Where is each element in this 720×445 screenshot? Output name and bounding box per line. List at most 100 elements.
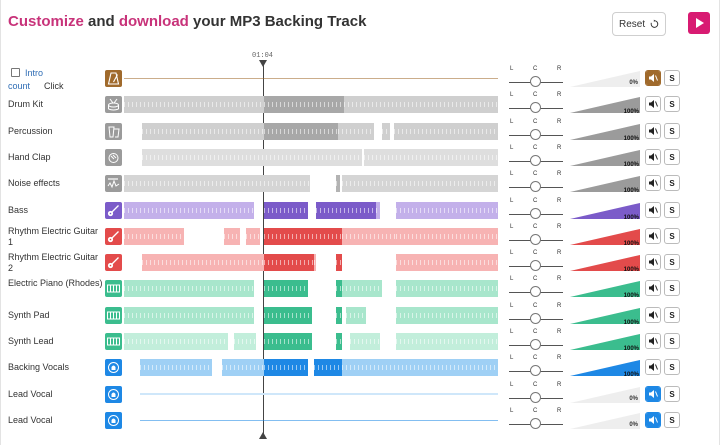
mute-button[interactable] [645, 123, 661, 139]
pan-knob[interactable] [530, 234, 541, 245]
solo-button[interactable]: S [664, 228, 680, 244]
intro-label[interactable]: Intro [25, 68, 44, 78]
solo-button[interactable]: S [664, 202, 680, 218]
solo-button[interactable]: S [664, 123, 680, 139]
mute-button[interactable] [645, 333, 661, 349]
solo-button[interactable]: S [664, 175, 680, 191]
track-waveform[interactable] [124, 359, 498, 376]
track-waveform[interactable] [124, 412, 498, 429]
track-row-bass: Bass L C R 100% S [0, 198, 720, 227]
track-waveform[interactable] [124, 202, 498, 219]
mute-button[interactable] [645, 228, 661, 244]
mute-button[interactable] [645, 70, 661, 86]
track-waveform[interactable] [124, 175, 498, 192]
pan-knob[interactable] [530, 260, 541, 271]
pan-knob[interactable] [530, 102, 541, 113]
volume-control[interactable]: 100% [570, 333, 640, 352]
keyboard-icon [105, 280, 122, 297]
solo-button[interactable]: S [664, 359, 680, 375]
guitar-icon [105, 254, 122, 271]
track-waveform[interactable] [124, 307, 498, 324]
mute-button[interactable] [645, 202, 661, 218]
volume-control[interactable]: 100% [570, 359, 640, 378]
pan-knob[interactable] [530, 155, 541, 166]
mute-button[interactable] [645, 280, 661, 296]
volume-control[interactable]: 100% [570, 307, 640, 326]
playhead-line[interactable] [263, 62, 264, 436]
track-waveform[interactable] [124, 386, 498, 403]
waveform-segment [124, 78, 498, 79]
solo-button[interactable]: S [664, 412, 680, 428]
play-button[interactable] [688, 12, 710, 34]
solo-button[interactable]: S [664, 96, 680, 112]
pan-knob[interactable] [530, 129, 541, 140]
track-waveform[interactable] [124, 96, 498, 113]
volume-control[interactable]: 0% [570, 70, 640, 88]
mute-button[interactable] [645, 307, 661, 323]
volume-control[interactable]: 0% [570, 412, 640, 430]
track-waveform[interactable] [124, 280, 498, 297]
waveform-segment [336, 228, 342, 245]
track-waveform[interactable] [124, 123, 498, 140]
solo-button[interactable]: S [664, 280, 680, 296]
volume-control[interactable]: 100% [570, 96, 640, 115]
solo-button[interactable]: S [664, 307, 680, 323]
volume-control[interactable]: 100% [570, 228, 640, 247]
track-waveform[interactable] [124, 70, 498, 87]
volume-percent: 100% [623, 215, 639, 221]
pan-knob[interactable] [530, 286, 541, 297]
mute-button[interactable] [645, 175, 661, 191]
pan-left-label: L [510, 224, 514, 230]
pan-knob[interactable] [530, 76, 541, 87]
track-waveform[interactable] [124, 228, 498, 245]
solo-button[interactable]: S [664, 70, 680, 86]
intro-count-label[interactable]: count [8, 81, 31, 91]
pan-knob[interactable] [530, 365, 541, 376]
mute-button[interactable] [645, 96, 661, 112]
track-waveform[interactable] [124, 254, 498, 271]
pan-knob[interactable] [530, 208, 541, 219]
solo-button[interactable]: S [664, 386, 680, 402]
pan-knob[interactable] [530, 181, 541, 192]
mute-button[interactable] [645, 386, 661, 402]
pan-right-label: R [557, 66, 562, 72]
volume-control[interactable]: 100% [570, 202, 640, 221]
solo-button[interactable]: S [664, 149, 680, 165]
volume-control[interactable]: 0% [570, 386, 640, 404]
volume-control[interactable]: 100% [570, 175, 640, 194]
mute-button[interactable] [645, 412, 661, 428]
mute-button[interactable] [645, 254, 661, 270]
volume-percent: 100% [623, 293, 639, 299]
pan-knob[interactable] [530, 392, 541, 403]
pan-knob[interactable] [530, 418, 541, 429]
reset-button[interactable]: Reset [612, 12, 666, 36]
mute-button[interactable] [645, 149, 661, 165]
playhead-handle-bottom[interactable] [259, 432, 267, 439]
volume-control[interactable]: 100% [570, 254, 640, 273]
volume-control[interactable]: 100% [570, 149, 640, 168]
solo-button[interactable]: S [664, 333, 680, 349]
pan-knob[interactable] [530, 339, 541, 350]
track-waveform[interactable] [124, 149, 498, 166]
track-waveform[interactable] [124, 333, 498, 350]
volume-control[interactable]: 100% [570, 280, 640, 299]
intro-count-checkbox[interactable] [11, 68, 20, 77]
volume-control[interactable]: 100% [570, 123, 640, 142]
pan-knob[interactable] [530, 313, 541, 324]
mute-button[interactable] [645, 359, 661, 375]
solo-button[interactable]: S [664, 254, 680, 270]
